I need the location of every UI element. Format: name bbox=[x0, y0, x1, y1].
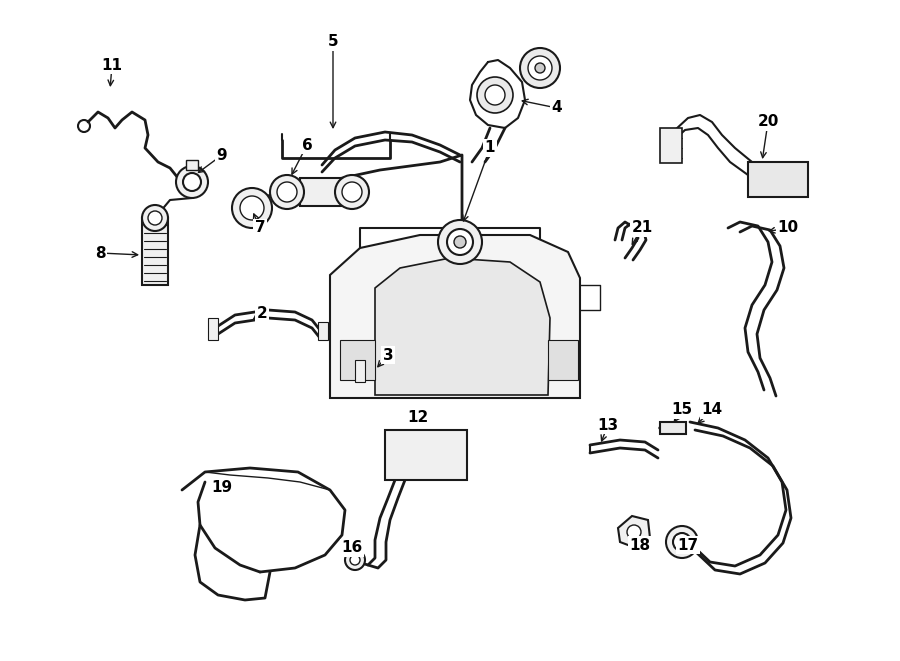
Text: 19: 19 bbox=[212, 481, 232, 496]
Bar bbox=[340, 340, 375, 380]
Circle shape bbox=[232, 188, 272, 228]
Text: 11: 11 bbox=[102, 58, 122, 73]
Circle shape bbox=[148, 211, 162, 225]
Polygon shape bbox=[330, 235, 580, 398]
Text: 9: 9 bbox=[217, 147, 228, 163]
Bar bbox=[548, 340, 578, 380]
Circle shape bbox=[447, 229, 473, 255]
Text: 5: 5 bbox=[328, 34, 338, 50]
Circle shape bbox=[345, 550, 365, 570]
Text: 3: 3 bbox=[382, 348, 393, 362]
Circle shape bbox=[485, 85, 505, 105]
Text: 14: 14 bbox=[701, 403, 723, 418]
Text: 7: 7 bbox=[255, 221, 266, 235]
Circle shape bbox=[342, 182, 362, 202]
Bar bbox=[208, 318, 218, 340]
Text: 20: 20 bbox=[757, 114, 778, 130]
Text: 10: 10 bbox=[778, 221, 798, 235]
Bar bbox=[355, 360, 365, 382]
Text: 17: 17 bbox=[678, 537, 698, 553]
Circle shape bbox=[183, 173, 201, 191]
Text: 13: 13 bbox=[598, 418, 618, 432]
Text: 8: 8 bbox=[94, 245, 105, 260]
Polygon shape bbox=[375, 258, 550, 395]
Circle shape bbox=[270, 175, 304, 209]
Circle shape bbox=[277, 182, 297, 202]
Circle shape bbox=[350, 555, 360, 565]
Polygon shape bbox=[618, 516, 650, 548]
Text: 1: 1 bbox=[485, 141, 495, 155]
Text: 15: 15 bbox=[671, 403, 693, 418]
Circle shape bbox=[454, 236, 466, 248]
Text: 4: 4 bbox=[552, 100, 562, 116]
Bar bbox=[385, 430, 467, 480]
Bar bbox=[318, 322, 328, 340]
Circle shape bbox=[528, 56, 552, 80]
Circle shape bbox=[438, 220, 482, 264]
Circle shape bbox=[520, 48, 560, 88]
Circle shape bbox=[535, 63, 545, 73]
Circle shape bbox=[335, 175, 369, 209]
Text: 16: 16 bbox=[341, 541, 363, 555]
Circle shape bbox=[477, 77, 513, 113]
Text: 2: 2 bbox=[256, 305, 267, 321]
Text: 12: 12 bbox=[408, 410, 428, 426]
Text: 6: 6 bbox=[302, 137, 312, 153]
Circle shape bbox=[240, 196, 264, 220]
Polygon shape bbox=[142, 218, 168, 285]
Bar bbox=[748, 162, 808, 197]
Circle shape bbox=[666, 526, 698, 558]
Circle shape bbox=[142, 205, 168, 231]
Circle shape bbox=[673, 533, 691, 551]
Circle shape bbox=[176, 166, 208, 198]
Bar bbox=[660, 128, 682, 163]
Bar bbox=[660, 422, 686, 434]
Polygon shape bbox=[300, 178, 348, 206]
Text: 21: 21 bbox=[632, 221, 652, 235]
Circle shape bbox=[627, 525, 641, 539]
Bar bbox=[186, 160, 198, 170]
Text: 18: 18 bbox=[629, 537, 651, 553]
